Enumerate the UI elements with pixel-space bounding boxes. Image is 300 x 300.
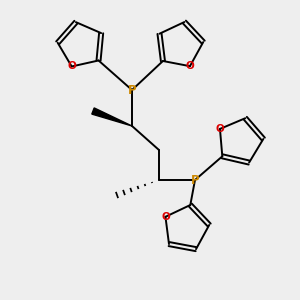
- Text: O: O: [161, 212, 170, 222]
- Text: O: O: [67, 61, 76, 71]
- Text: P: P: [128, 83, 136, 97]
- Text: O: O: [216, 124, 224, 134]
- Polygon shape: [92, 108, 132, 126]
- Text: O: O: [186, 61, 194, 71]
- Text: P: P: [191, 173, 199, 187]
